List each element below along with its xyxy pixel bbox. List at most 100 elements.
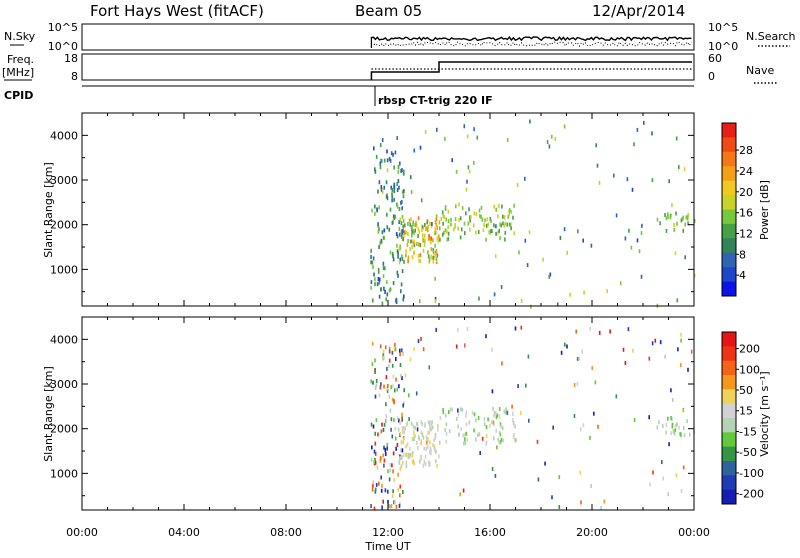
scatter-point-428 — [627, 327, 630, 332]
scatter-point-279 — [442, 221, 444, 226]
scatter-point-145 — [394, 426, 397, 431]
scatter-point-219 — [400, 440, 403, 445]
scatter-point-290 — [485, 223, 488, 228]
scatter-point-225 — [422, 435, 425, 440]
scatter-point-415 — [654, 338, 657, 343]
scatter-point-189 — [423, 233, 426, 238]
scatter-point-80 — [379, 165, 382, 170]
scatter-point-365 — [391, 192, 393, 197]
scatter-point-474 — [669, 215, 672, 220]
scatter-point-28 — [372, 483, 374, 488]
scatter-point-311 — [448, 429, 451, 433]
scatter-point-61 — [397, 487, 399, 492]
scatter-point-181 — [415, 220, 417, 225]
ytick-label-3: 4000 — [50, 129, 78, 142]
scatter-point-132 — [373, 460, 376, 464]
scatter-point-352 — [648, 356, 651, 361]
scatter-point-201 — [410, 217, 412, 222]
scatter-point-154 — [406, 242, 409, 247]
scatter-point-401 — [603, 499, 606, 504]
scatter-point-87 — [392, 374, 395, 379]
scatter-point-134 — [399, 352, 401, 357]
scatter-point-228 — [407, 259, 409, 264]
scatter-point-436 — [683, 167, 686, 172]
scatter-point-37 — [396, 234, 399, 239]
scatter-point-71 — [384, 447, 387, 452]
scatter-point-272 — [451, 407, 453, 412]
scatter-point-430 — [661, 460, 663, 465]
scatter-point-98 — [371, 445, 373, 450]
scatter-point-342 — [466, 326, 469, 331]
cpid-row: CPID rbsp CT-trig 220 IF — [4, 85, 694, 107]
scatter-point-479 — [675, 211, 677, 216]
scatter-point-126 — [370, 280, 373, 285]
scatter-point-166 — [432, 259, 435, 264]
scatter-point-101 — [392, 214, 395, 219]
scatter-point-295 — [444, 228, 447, 233]
scatter-point-33 — [398, 207, 401, 211]
colorbar-tick-6: 28 — [739, 144, 753, 157]
scatter-point-308 — [486, 217, 488, 222]
scatter-point-227 — [429, 423, 431, 428]
colorbar-tick-0: 4 — [739, 269, 746, 282]
scatter-point-418 — [582, 238, 584, 243]
scatter-point-369 — [559, 235, 562, 240]
scatter-point-221 — [429, 236, 432, 241]
scatter-point-60 — [378, 180, 381, 185]
scatter-point-208 — [403, 230, 406, 235]
scatter-point-423 — [680, 332, 682, 337]
scatter-point-253 — [422, 237, 424, 242]
scatter-point-270 — [445, 432, 448, 436]
scatter-point-96 — [388, 358, 391, 363]
scatter-point-427 — [413, 347, 415, 352]
nsky-line — [370, 35, 692, 42]
scatter-point-188 — [427, 250, 429, 255]
scatter-point-423 — [556, 302, 559, 307]
xtick-label-5: 20:00 — [576, 526, 608, 539]
scatter-point-245 — [436, 236, 438, 241]
scatter-point-157 — [411, 227, 413, 232]
scatter-point-322 — [500, 424, 502, 429]
scatter-point-441 — [409, 175, 412, 180]
scatter-point-473 — [667, 212, 669, 217]
scatter-point-127 — [393, 165, 395, 170]
scatter-point-426 — [435, 214, 438, 219]
scatter-point-272 — [450, 222, 452, 227]
scatter-point-254 — [424, 454, 427, 459]
scatter-point-357 — [446, 237, 449, 242]
scatter-point-137 — [391, 220, 394, 225]
scatter-point-1 — [388, 394, 391, 399]
scatter-point-51 — [386, 280, 388, 285]
scatter-point-46 — [380, 188, 383, 193]
scatter-point-395 — [667, 492, 669, 497]
scatter-point-446 — [579, 470, 582, 475]
scatter-point-379 — [415, 391, 418, 396]
scatter-point-141 — [388, 504, 390, 508]
scatter-point-94 — [391, 198, 393, 203]
scatter-point-63 — [384, 345, 387, 350]
scatter-point-285 — [440, 216, 443, 221]
scatter-point-226 — [428, 233, 430, 238]
scatter-point-136 — [399, 493, 401, 498]
scatter-point-40 — [389, 158, 392, 163]
scatter-point-15 — [375, 379, 378, 383]
scatter-point-197 — [433, 438, 435, 443]
scatter-point-14 — [383, 463, 385, 468]
scatter-point-253 — [406, 421, 409, 426]
scatter-point-181 — [420, 456, 422, 461]
scatter-point-234 — [418, 258, 420, 263]
scatter-point-72 — [402, 297, 405, 302]
scatter-point-25 — [375, 383, 378, 388]
scatter-point-67 — [381, 505, 383, 510]
xtick-label-3: 12:00 — [372, 526, 404, 539]
scatter-point-70 — [398, 418, 400, 423]
scatter-point-456 — [530, 304, 532, 309]
nsearch-label: N.Search — [746, 30, 796, 43]
scatter-point-117 — [372, 298, 374, 303]
scatter-point-228 — [398, 460, 401, 465]
scatter-point-180 — [411, 451, 414, 455]
scatter-point-132 — [400, 289, 402, 294]
scatter-point-298 — [507, 214, 509, 219]
scatter-point-384 — [400, 282, 403, 287]
scatter-point-103 — [378, 294, 381, 299]
